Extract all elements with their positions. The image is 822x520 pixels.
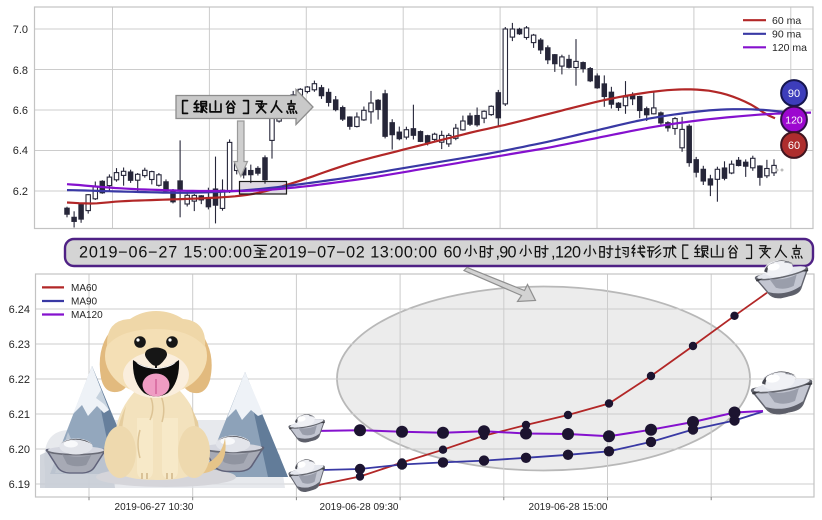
svg-text:120: 120 (785, 115, 803, 127)
svg-text:6.20: 6.20 (9, 444, 30, 456)
svg-text:MA120: MA120 (71, 310, 103, 321)
svg-text:2019-06-27 10:30: 2019-06-27 10:30 (115, 502, 194, 513)
svg-text:60: 60 (788, 140, 800, 152)
svg-text:60 ma: 60 ma (772, 15, 801, 27)
svg-text:6.4: 6.4 (13, 145, 28, 157)
svg-text:90: 90 (788, 88, 800, 100)
svg-text:2019-06-28 15:00: 2019-06-28 15:00 (529, 502, 608, 513)
svg-text:120 ma: 120 ma (772, 42, 807, 54)
svg-text:,120: ,120 (551, 244, 581, 262)
svg-text:6.6: 6.6 (13, 105, 28, 117)
svg-text:2019−07−02 13:00:00: 2019−07−02 13:00:00 (269, 244, 437, 262)
svg-text:6.19: 6.19 (9, 479, 30, 491)
svg-text:2019−06−27 15:00:00: 2019−06−27 15:00:00 (79, 244, 252, 262)
svg-text:6.22: 6.22 (9, 374, 30, 386)
svg-text:90 ma: 90 ma (772, 28, 801, 40)
svg-text:MA90: MA90 (71, 297, 98, 308)
svg-text:MA60: MA60 (71, 283, 98, 294)
svg-text:6.23: 6.23 (9, 339, 30, 351)
svg-text:2019-06-28 09:30: 2019-06-28 09:30 (320, 502, 399, 513)
svg-text:6.2: 6.2 (13, 186, 28, 198)
svg-text:6.8: 6.8 (13, 65, 28, 77)
svg-text:6.21: 6.21 (9, 409, 30, 421)
svg-text:,90: ,90 (496, 244, 517, 262)
svg-text:6.24: 6.24 (9, 304, 30, 316)
svg-text:7.0: 7.0 (13, 24, 28, 36)
svg-text:60: 60 (444, 244, 462, 262)
